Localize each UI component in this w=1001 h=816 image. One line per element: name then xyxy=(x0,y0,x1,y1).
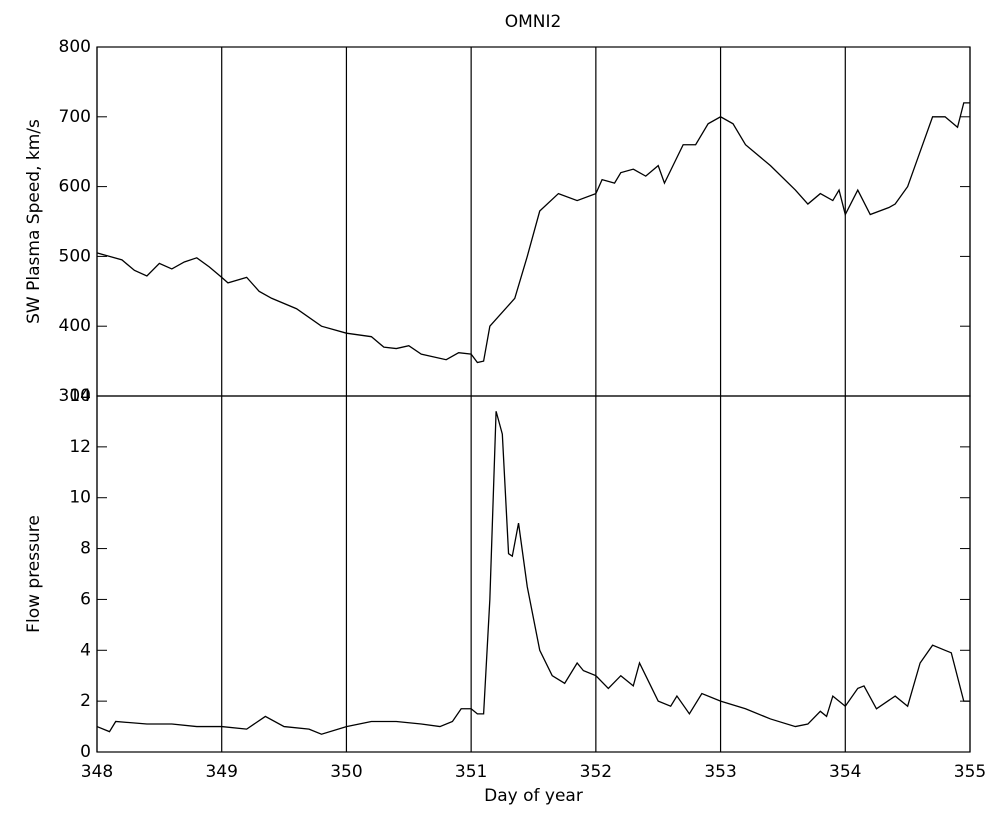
y-tick-label: 2 xyxy=(80,691,91,711)
y-tick-label: 600 xyxy=(59,177,91,197)
y-axis-label: SW Plasma Speed, km/s xyxy=(24,119,44,324)
y-tick-label: 400 xyxy=(59,316,91,336)
y-tick-label: 10 xyxy=(69,488,91,508)
y-tick-label: 12 xyxy=(69,437,91,457)
data-line xyxy=(96,411,970,735)
y-tick-label: 700 xyxy=(59,107,91,127)
data-line xyxy=(96,102,970,364)
y-tick-label: 6 xyxy=(80,589,91,609)
x-tick-label: 352 xyxy=(580,762,612,782)
y-tick-label: 800 xyxy=(59,37,91,57)
x-tick-label: 351 xyxy=(455,762,487,782)
y-tick-label: 300 xyxy=(59,386,91,406)
y-tick-label: 4 xyxy=(80,640,91,660)
plot-frame xyxy=(96,46,971,397)
y-tick-label: 500 xyxy=(59,246,91,266)
x-tick-label: 350 xyxy=(330,762,362,782)
y-axis-label: Flow pressure xyxy=(24,515,44,633)
y-tick-label: 0 xyxy=(80,742,91,762)
x-tick-label: 353 xyxy=(704,762,736,782)
x-tick-label: 355 xyxy=(954,762,986,782)
x-tick-label: 348 xyxy=(81,762,113,782)
x-axis-label: Day of year xyxy=(484,786,583,806)
y-tick-label: 8 xyxy=(80,539,91,559)
x-tick-label: 354 xyxy=(829,762,861,782)
plot-frame xyxy=(96,395,971,753)
x-tick-label: 349 xyxy=(205,762,237,782)
chart-title: OMNI2 xyxy=(505,12,562,32)
y-tick-label: 14 xyxy=(69,386,91,406)
